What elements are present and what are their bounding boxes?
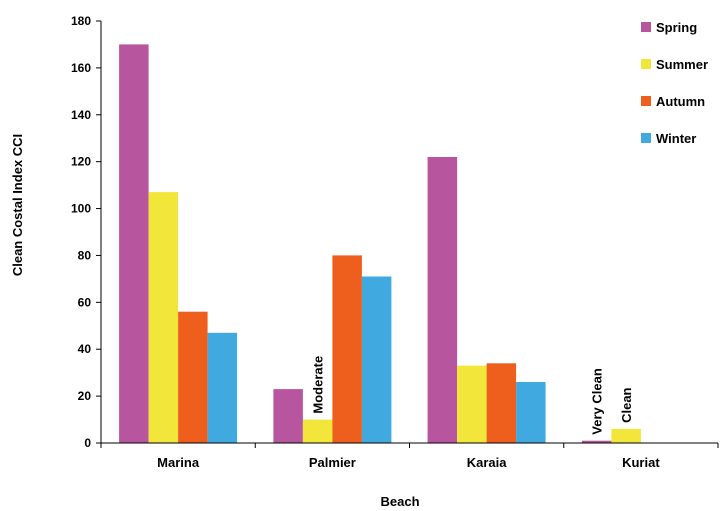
annotation-label: Moderate xyxy=(311,356,326,414)
legend: Spring Summer Autumn Winter xyxy=(641,20,708,146)
y-tick-label: 80 xyxy=(78,248,92,262)
bar-winter-marina xyxy=(207,332,238,443)
y-tick-label: 120 xyxy=(71,155,91,169)
bar-spring-palmier xyxy=(273,389,303,443)
y-axis-title: Clean Costal Index CCI xyxy=(10,134,25,276)
bar-autumn-marina xyxy=(178,311,208,443)
bar-summer-palmier xyxy=(302,419,333,443)
y-tick-label: 140 xyxy=(71,108,91,122)
x-tick-label: Karaia xyxy=(467,455,508,470)
bar-summer-marina xyxy=(148,192,179,443)
x-tick-label: Marina xyxy=(157,455,200,470)
legend-label-spring: Spring xyxy=(656,20,697,35)
bar-summer-karaia xyxy=(457,365,487,443)
x-tick-label: Palmier xyxy=(309,455,356,470)
x-tick-label: Kuriat xyxy=(622,455,660,470)
plot-area xyxy=(119,44,641,444)
y-tick-label: 40 xyxy=(78,342,92,356)
x-axis: Marina Palmier Karaia Kuriat xyxy=(100,442,719,470)
bar-spring-kuriat xyxy=(581,440,612,443)
y-tick-label: 180 xyxy=(71,14,91,28)
legend-swatch-autumn xyxy=(641,96,651,106)
y-tick-label: 100 xyxy=(71,202,91,216)
bar-autumn-palmier xyxy=(332,255,362,443)
y-axis: 0 20 40 60 80 100 120 140 160 180 xyxy=(71,14,102,450)
annotations: Moderate Very Clean Clean xyxy=(311,356,634,435)
bar-autumn-karaia xyxy=(486,363,517,443)
bar-winter-palmier xyxy=(361,276,392,443)
legend-label-winter: Winter xyxy=(656,131,696,146)
bar-spring-marina xyxy=(119,44,149,444)
y-tick-label: 160 xyxy=(71,61,91,75)
y-tick-label: 60 xyxy=(78,295,92,309)
y-tick-label: 0 xyxy=(84,436,91,450)
legend-label-summer: Summer xyxy=(656,57,708,72)
legend-label-autumn: Autumn xyxy=(656,94,705,109)
x-axis-title: Beach xyxy=(380,494,419,509)
bar-winter-karaia xyxy=(516,382,546,443)
y-tick-label: 20 xyxy=(78,389,92,403)
bar-spring-karaia xyxy=(427,157,458,443)
legend-swatch-summer xyxy=(641,59,651,69)
annotation-label: Very Clean xyxy=(590,368,605,435)
legend-swatch-spring xyxy=(641,22,651,32)
annotation-label: Clean xyxy=(619,387,634,422)
legend-swatch-winter xyxy=(641,133,651,143)
bar-summer-kuriat xyxy=(611,428,641,443)
